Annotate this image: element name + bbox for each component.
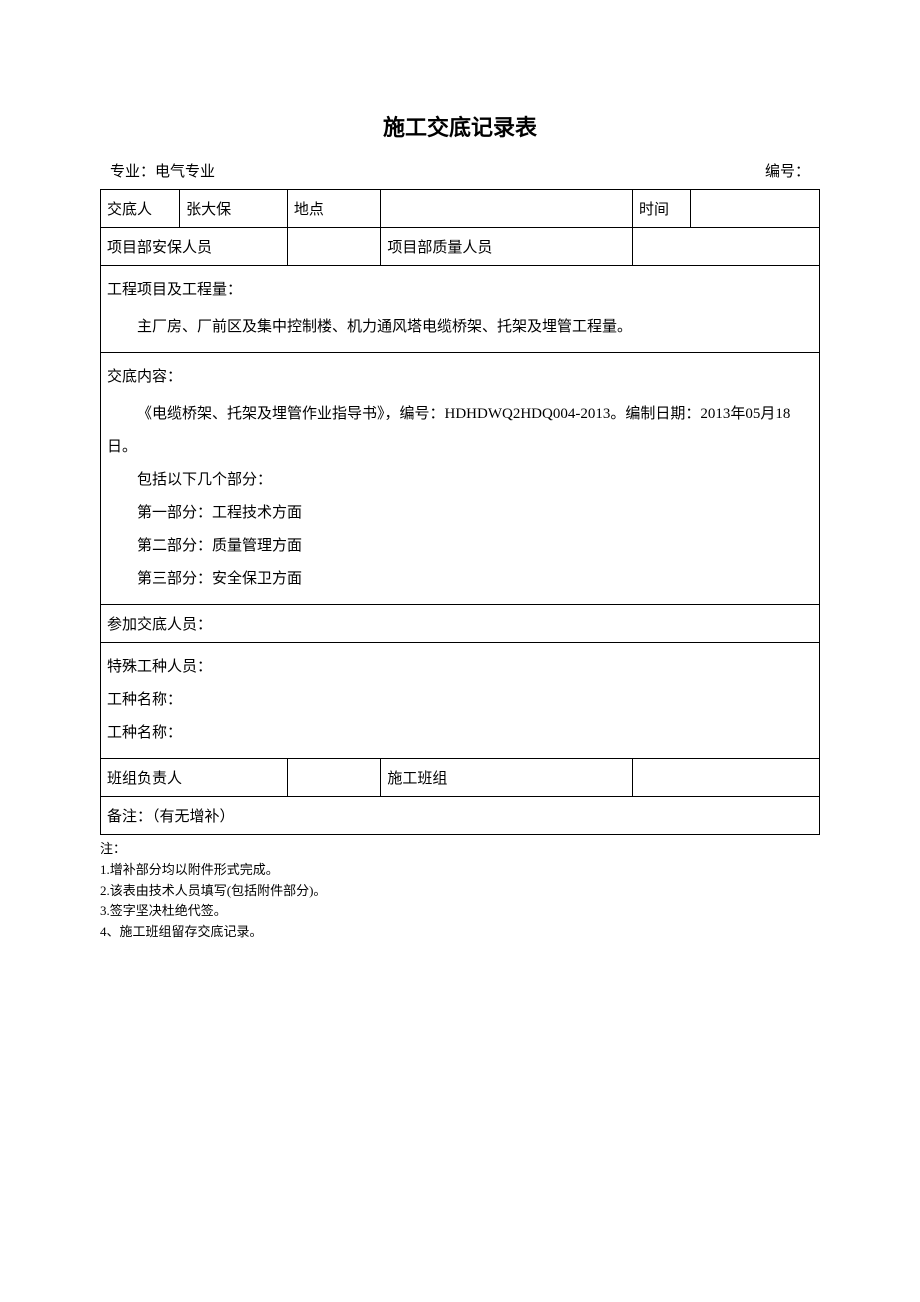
- special-section: 特殊工种人员： 工种名称： 工种名称：: [101, 643, 820, 759]
- content-section: 交底内容： 《电缆桥架、托架及埋管作业指导书》，编号：HDHDWQ2HDQ004…: [101, 353, 820, 605]
- team-leader-value: [287, 759, 380, 797]
- number-label: 编号：: [765, 160, 810, 181]
- notes-line4: 4、施工班组留存交底记录。: [100, 922, 820, 943]
- table-row: 特殊工种人员： 工种名称： 工种名称：: [101, 643, 820, 759]
- safety-label: 项目部安保人员: [101, 228, 288, 266]
- participants-section: 参加交底人员：: [101, 605, 820, 643]
- time-label: 时间: [633, 190, 691, 228]
- notes-line2: 2.该表由技术人员填写(包括附件部分)。: [100, 881, 820, 902]
- notes-section: 注： 1.增补部分均以附件形式完成。 2.该表由技术人员填写(包括附件部分)。 …: [100, 839, 820, 943]
- person-label: 交底人: [101, 190, 180, 228]
- major-label: 专业：: [110, 164, 155, 180]
- person-value: 张大保: [180, 190, 288, 228]
- quality-label: 项目部质量人员: [381, 228, 633, 266]
- content-line2: 包括以下几个部分：: [107, 464, 813, 497]
- participants-heading: 参加交底人员：: [107, 613, 813, 634]
- special-heading: 特殊工种人员：: [107, 651, 813, 684]
- special-line2: 工种名称：: [107, 717, 813, 750]
- content-part2: 第二部分：质量管理方面: [107, 530, 813, 563]
- remark-section: 备注：（有无增补）: [101, 797, 820, 835]
- major-field: 专业：电气专业: [110, 160, 215, 181]
- major-value: 电气专业: [155, 164, 215, 180]
- table-row: 项目部安保人员 项目部质量人员: [101, 228, 820, 266]
- content-heading: 交底内容：: [107, 361, 813, 394]
- team-value: [633, 759, 820, 797]
- table-row: 参加交底人员：: [101, 605, 820, 643]
- remark-heading: 备注：（有无增补）: [107, 805, 813, 826]
- notes-line3: 3.签字坚决杜绝代签。: [100, 901, 820, 922]
- table-row: 班组负责人 施工班组: [101, 759, 820, 797]
- record-table: 交底人 张大保 地点 时间 项目部安保人员 项目部质量人员 工程项目及工程量： …: [100, 189, 820, 835]
- time-value: [690, 190, 819, 228]
- location-value: [381, 190, 633, 228]
- table-row: 交底人 张大保 地点 时间: [101, 190, 820, 228]
- location-label: 地点: [287, 190, 380, 228]
- project-heading: 工程项目及工程量：: [107, 274, 813, 307]
- project-section: 工程项目及工程量： 主厂房、厂前区及集中控制楼、机力通风塔电缆桥架、托架及埋管工…: [101, 266, 820, 353]
- notes-heading: 注：: [100, 839, 820, 860]
- team-leader-label: 班组负责人: [101, 759, 288, 797]
- quality-value: [633, 228, 820, 266]
- header-row: 专业：电气专业 编号：: [100, 160, 820, 181]
- notes-line1: 1.增补部分均以附件形式完成。: [100, 860, 820, 881]
- content-part1: 第一部分：工程技术方面: [107, 497, 813, 530]
- page-title: 施工交底记录表: [100, 110, 820, 142]
- table-row: 备注：（有无增补）: [101, 797, 820, 835]
- table-row: 交底内容： 《电缆桥架、托架及埋管作业指导书》，编号：HDHDWQ2HDQ004…: [101, 353, 820, 605]
- project-body: 主厂房、厂前区及集中控制楼、机力通风塔电缆桥架、托架及埋管工程量。: [107, 311, 813, 344]
- content-part3: 第三部分：安全保卫方面: [107, 563, 813, 596]
- team-label: 施工班组: [381, 759, 633, 797]
- content-line1: 《电缆桥架、托架及埋管作业指导书》，编号：HDHDWQ2HDQ004-2013。…: [107, 398, 813, 464]
- table-row: 工程项目及工程量： 主厂房、厂前区及集中控制楼、机力通风塔电缆桥架、托架及埋管工…: [101, 266, 820, 353]
- special-line1: 工种名称：: [107, 684, 813, 717]
- safety-value: [287, 228, 380, 266]
